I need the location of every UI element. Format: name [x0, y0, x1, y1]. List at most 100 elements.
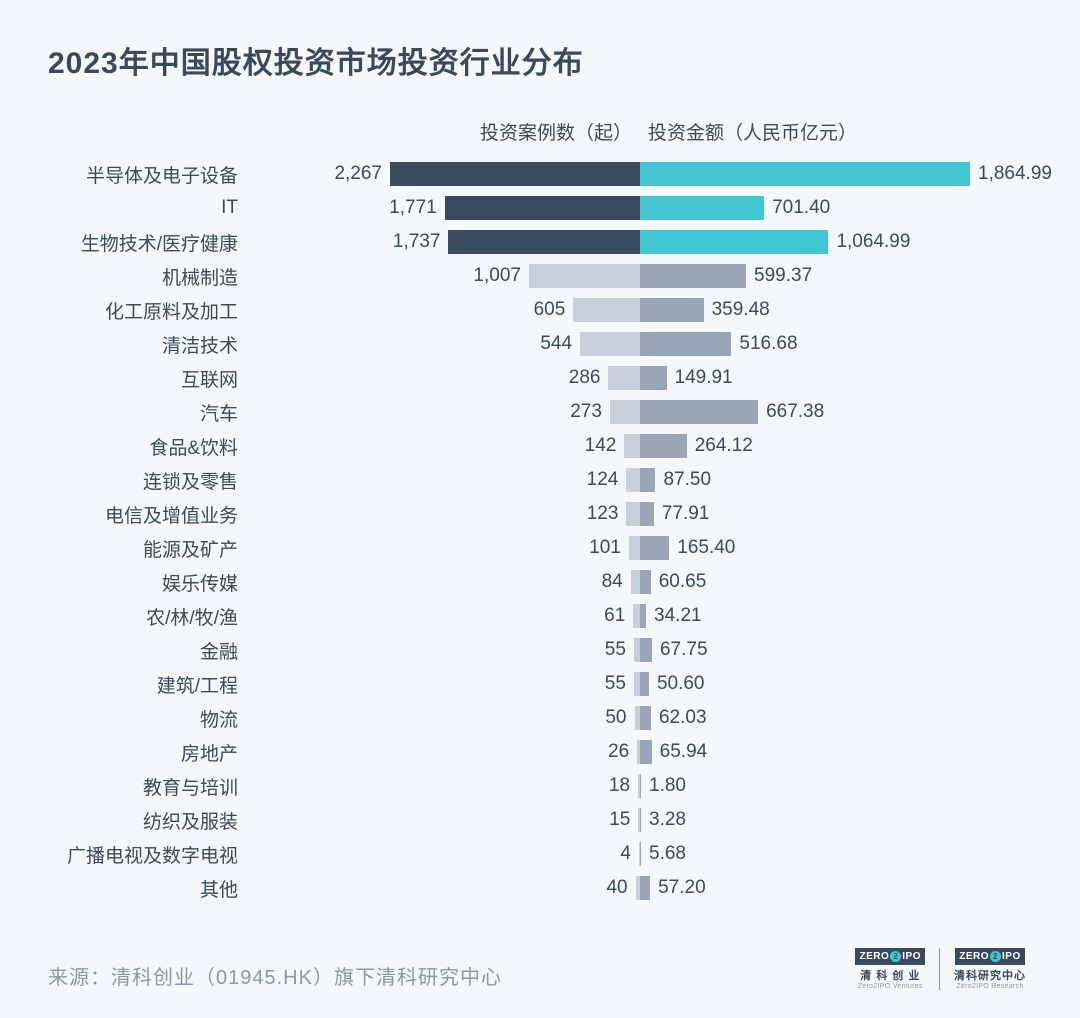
left-bar-group: 55	[248, 638, 640, 662]
category-label: 生物技术/医疗健康	[48, 229, 248, 256]
right-bar-group: 62.03	[640, 706, 1032, 730]
right-bar	[640, 434, 687, 458]
left-bar	[624, 434, 640, 458]
left-bar-group: 1,007	[248, 264, 640, 288]
left-bar-group: 544	[248, 332, 640, 356]
chart-row: 电信及增值业务12377.91	[48, 497, 1032, 531]
right-bar-group: 67.75	[640, 638, 1032, 662]
right-bar	[640, 842, 641, 866]
right-value: 67.75	[660, 639, 708, 661]
left-bar	[573, 298, 640, 322]
right-bar	[640, 230, 828, 254]
category-label: IT	[48, 197, 248, 219]
right-bar	[640, 332, 731, 356]
category-label: 化工原料及加工	[48, 297, 248, 324]
right-value: 264.12	[695, 435, 753, 457]
left-value: 1,737	[393, 231, 441, 253]
chart-row: 广播电视及数字电视45.68	[48, 837, 1032, 871]
left-value: 123	[587, 503, 619, 525]
right-value: 701.40	[772, 197, 830, 219]
right-bar-group: 264.12	[640, 434, 1032, 458]
category-label: 物流	[48, 705, 248, 732]
chart-row: 汽车273667.38	[48, 395, 1032, 429]
right-value: 3.28	[649, 809, 686, 831]
category-label: 金融	[48, 637, 248, 664]
left-bar-group: 1,737	[248, 230, 640, 254]
logo-en: Zero2IPO Ventures	[855, 983, 925, 990]
category-label: 其他	[48, 875, 248, 902]
left-bar	[633, 604, 640, 628]
logo-en: Zero2IPO Research	[954, 983, 1026, 990]
right-bar	[640, 808, 641, 832]
chart: 投资案例数（起） 投资金额（人民币亿元） 半导体及电子设备2,2671,864.…	[48, 118, 1032, 905]
left-bar	[390, 162, 640, 186]
left-value: 15	[609, 809, 630, 831]
left-bar-group: 2,267	[248, 162, 640, 186]
right-bar-group: 50.60	[640, 672, 1032, 696]
right-axis-label: 投资金额（人民币亿元）	[640, 118, 1032, 145]
category-label: 清洁技术	[48, 331, 248, 358]
right-bar-group: 77.91	[640, 502, 1032, 526]
brand-logos: ZERO2IPO 清 科 创 业 Zero2IPO Ventures ZERO2…	[849, 946, 1032, 990]
right-bar	[640, 264, 746, 288]
left-bar	[629, 536, 640, 560]
right-value: 50.60	[657, 673, 705, 695]
category-label: 互联网	[48, 365, 248, 392]
category-label: 连锁及零售	[48, 467, 248, 494]
chart-row: 物流5062.03	[48, 701, 1032, 735]
category-label: 纺织及服装	[48, 807, 248, 834]
left-bar	[448, 230, 640, 254]
right-value: 57.20	[658, 877, 706, 899]
right-bar	[640, 638, 652, 662]
chart-row: 教育与培训181.80	[48, 769, 1032, 803]
right-bar	[640, 536, 669, 560]
left-bar-group: 26	[248, 740, 640, 764]
left-value: 286	[569, 367, 601, 389]
chart-row: 清洁技术 544 516.68	[48, 327, 1032, 361]
left-bar-group: 40	[248, 876, 640, 900]
right-bar	[640, 672, 649, 696]
left-bar-group: 142	[248, 434, 640, 458]
left-bar	[626, 502, 640, 526]
chart-row: 连锁及零售12487.50	[48, 463, 1032, 497]
left-bar-group: 101	[248, 536, 640, 560]
left-value: 4	[620, 843, 631, 865]
right-bar-group: 65.94	[640, 740, 1032, 764]
right-bar	[640, 196, 764, 220]
chart-headers: 投资案例数（起） 投资金额（人民币亿元）	[48, 118, 1032, 145]
source-text: 来源：清科创业（01945.HK）旗下清科研究中心	[48, 961, 502, 990]
right-bar-group: 3.28	[640, 808, 1032, 832]
chart-row: 娱乐传媒8460.65	[48, 565, 1032, 599]
left-bar	[610, 400, 640, 424]
left-bar-group: 1,771	[248, 196, 640, 220]
left-value: 18	[609, 775, 630, 797]
left-bar	[580, 332, 640, 356]
logo-badge: ZERO2IPO	[855, 948, 925, 965]
chart-row: 机械制造1,007599.37	[48, 259, 1032, 293]
right-bar-group: 599.37	[640, 264, 1032, 288]
chart-row: 纺织及服装 15 3.28	[48, 803, 1032, 837]
chart-rows: 半导体及电子设备2,2671,864.99IT1,771701.40生物技术/医…	[48, 157, 1032, 905]
chart-title: 2023年中国股权投资市场投资行业分布	[48, 38, 584, 82]
category-label: 广播电视及数字电视	[48, 841, 248, 868]
right-bar-group: 149.91	[640, 366, 1032, 390]
logo-cn: 清科研究中心	[954, 967, 1026, 983]
left-bar-group: 18	[248, 774, 640, 798]
left-bar	[626, 468, 640, 492]
logo-badge: ZERO2IPO	[955, 948, 1025, 965]
left-bar-group: 50	[248, 706, 640, 730]
left-value: 2,267	[334, 163, 382, 185]
chart-row: 其他40 57.20	[48, 871, 1032, 905]
right-bar	[640, 162, 970, 186]
right-bar	[640, 468, 655, 492]
right-bar	[640, 366, 667, 390]
chart-row: 金融55 67.75	[48, 633, 1032, 667]
right-bar-group: 1,064.99	[640, 230, 1032, 254]
left-bar-group: 84	[248, 570, 640, 594]
left-value: 544	[540, 333, 572, 355]
logo-divider	[939, 948, 940, 990]
category-label: 农/林/牧/渔	[48, 603, 248, 630]
right-bar-group: 516.68	[640, 332, 1032, 356]
left-bar-group: 15	[248, 808, 640, 832]
left-bar	[608, 366, 640, 390]
